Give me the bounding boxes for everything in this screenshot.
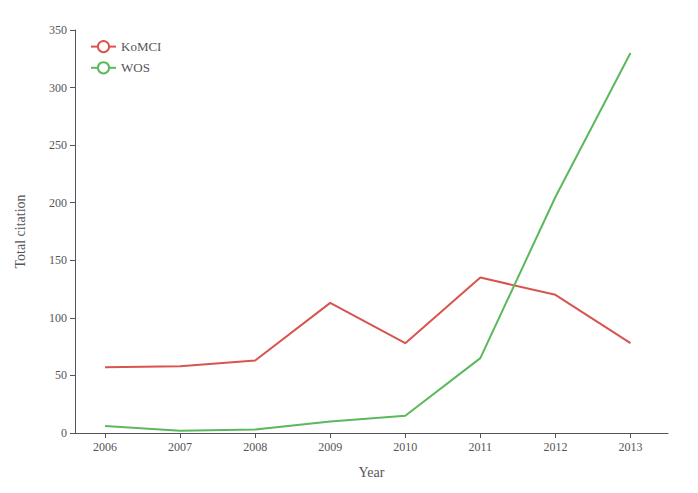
svg-text:2006: 2006: [93, 440, 117, 454]
svg-text:2008: 2008: [243, 440, 267, 454]
svg-text:2012: 2012: [543, 440, 567, 454]
svg-text:150: 150: [49, 253, 67, 267]
svg-text:300: 300: [49, 81, 67, 95]
svg-text:Total citation: Total citation: [13, 194, 28, 268]
svg-text:0: 0: [61, 426, 67, 440]
svg-text:2013: 2013: [618, 440, 642, 454]
svg-text:100: 100: [49, 311, 67, 325]
svg-text:2007: 2007: [168, 440, 192, 454]
svg-text:WOS: WOS: [121, 60, 150, 75]
svg-text:50: 50: [55, 368, 67, 382]
svg-text:200: 200: [49, 196, 67, 210]
svg-text:350: 350: [49, 23, 67, 37]
svg-text:Year: Year: [359, 465, 385, 480]
svg-text:KoMCI: KoMCI: [121, 39, 161, 54]
svg-text:2009: 2009: [318, 440, 342, 454]
svg-text:250: 250: [49, 138, 67, 152]
svg-text:2010: 2010: [393, 440, 417, 454]
svg-text:2011: 2011: [469, 440, 493, 454]
